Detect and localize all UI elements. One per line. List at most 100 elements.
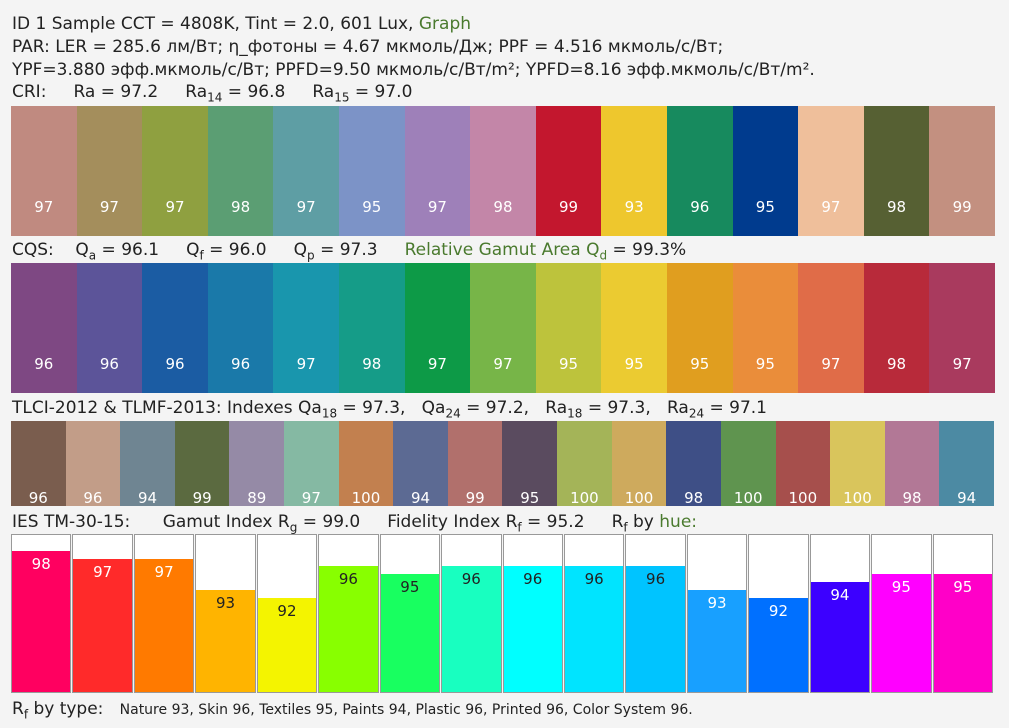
tlci-swatch: 100 [611,421,667,507]
cqs-value-label: 97 [493,355,513,373]
cqs-value-label: 96 [99,355,119,373]
cri-value-label: 99 [952,198,972,216]
cqs-swatch: 95 [601,263,667,393]
cqs-label: CQS: [12,240,54,260]
cri-swatch: 99 [929,106,995,236]
rf-hue-bin: 95 [932,534,993,693]
par-line: PAR: LER = 285.6 лм/Вт; η_фотоны = 4.67 … [12,37,724,57]
cri-value-label: 98 [493,198,513,216]
tlci-swatch: 99 [447,421,503,507]
rf-hue-bar: 96 [503,566,562,692]
rf-hue-bar: 96 [442,566,501,692]
id-line: ID 1 Sample CCT = 4808K, Tint = 2.0, 601… [12,14,471,34]
rf-hue-bar: 96 [564,566,624,692]
tlci-value-label: 100 [843,489,872,507]
ies-label: IES TM-30-15: [12,512,131,532]
tlci-swatch: 96 [11,421,66,507]
cri-value-label: 93 [624,198,644,216]
rf-hue-value-label: 96 [523,570,543,589]
ypf-line: YPF=3.880 эфф.мкмоль/с/Вт; PPFD=9.50 мкм… [12,60,815,80]
by-type-label: by type: [28,699,104,719]
rf-hue-value-label: 94 [830,586,850,605]
rf-hue-bar: 97 [134,558,194,692]
tlci-swatch: 94 [939,421,994,507]
cqs-swatch: 97 [798,263,864,393]
cri-line: CRI: Ra = 97.2 Ra14 = 96.8 Ra15 = 97.0 [12,82,412,107]
id-text: ID 1 Sample CCT = 4808K, Tint = 2.0, 601… [12,14,414,34]
cqs-line: CQS: Qa = 96.1 Qf = 96.0 Qp = 97.3 Relat… [12,240,686,265]
cqs-qp: Qp = 97.3 [293,240,378,263]
tlci-swatch-strip: 96 96 94 99 89 97 100 94 99 95 100 100 98 100 100 100 98… [11,421,994,507]
tlci-value-label: 100 [733,489,763,507]
cri-swatch: 98 [863,106,930,236]
tlci-value-label: 96 [83,489,103,507]
tlci-qa18: Qa18 = 97.3, [298,398,406,421]
rf-hue-value-label: 96 [646,570,666,589]
tlci-value-label: 94 [411,489,431,507]
cri-swatch: 97 [142,106,208,236]
cri-value-label: 97 [821,198,841,216]
cqs-swatch: 96 [11,263,77,393]
tlci-swatch: 94 [120,421,175,507]
rf-hue-value-label: 96 [584,570,604,589]
rf-hue-value-label: 95 [400,578,420,597]
cri-value-label: 97 [427,198,447,216]
rf-hue-value-label: 92 [768,601,789,620]
cqs-value-label: 95 [559,355,579,373]
cqs-gamut[interactable]: Relative Gamut Area Qd = 99.3% [404,240,687,263]
tlci-value-label: 94 [137,489,158,507]
tlci-swatch: 95 [502,421,558,507]
tlci-value-label: 100 [788,489,818,507]
ies-rf-hue: Rf by hue: [611,512,698,535]
tlci-qa24: Qa24 = 97.2, [421,398,530,421]
rf-hue-bin: 96 [502,534,563,693]
cri-swatch: 97 [11,106,77,236]
tlci-value-label: 100 [351,489,381,507]
cri-swatch: 99 [535,106,602,236]
rf-hue-bin: 96 [625,534,686,693]
cri-ra15: Ra15 = 97.0 [312,82,413,105]
cri-value-label: 96 [690,198,710,216]
cqs-swatch: 98 [863,263,930,393]
tlci-label: TLCI-2012 & TLMF-2013: Indexes [12,398,299,418]
rf-hue-value-label: 93 [707,593,727,612]
rf-hue-bin: 98 [11,534,72,693]
tlci-swatch: 100 [775,421,831,507]
tlci-swatch: 98 [666,421,721,507]
cqs-value-label: 97 [296,355,316,373]
rf-hue-bar: 95 [933,574,992,692]
ies-rg: Gamut Index Rg = 99.0 [162,512,361,535]
tlci-swatch: 100 [338,421,394,507]
rf-hue-bin: 93 [195,534,256,693]
cri-value-label: 97 [99,198,119,216]
cqs-swatch: 96 [76,263,143,393]
tlci-swatch: 96 [65,421,121,507]
cqs-value-label: 98 [362,355,382,373]
cri-swatch: 96 [666,106,733,236]
cri-swatch: 98 [207,106,274,236]
hue-link[interactable]: hue: [659,512,698,532]
tlci-value-label: 98 [902,489,922,507]
rf-hue-bin: 95 [871,534,932,693]
rf-hue-bin: 96 [441,534,502,693]
cri-swatch: 97 [273,106,339,236]
cqs-swatch: 96 [207,263,274,393]
cqs-value-label: 97 [821,355,841,373]
graph-link[interactable]: Graph [418,14,472,34]
rf-hue-bar: 92 [257,597,317,692]
tlci-value-label: 100 [570,489,599,507]
rf-hue-value-label: 95 [891,578,911,597]
rf-hue-bar: 92 [749,597,808,692]
rf-hue-value-label: 98 [31,554,51,573]
cqs-swatch: 95 [732,263,799,393]
rf-hue-value-label: 97 [154,562,174,581]
cqs-swatch-strip: 96 96 96 96 97 98 97 97 95 95 95 95 97 98 97 [11,263,995,393]
rf-by-hue-chart: 98 97 97 93 92 96 95 96 96 96 96 93 92 94 95 95 [11,534,994,693]
rf-hue-bin: 97 [72,534,133,693]
rf-by-type: Rf by type: Nature 93, Skin 96, Textiles… [12,699,693,722]
tlci-value-label: 100 [624,489,654,507]
rf-hue-bar: 93 [196,589,255,692]
cri-value-label: 98 [231,198,251,216]
rf-hue-value-label: 96 [461,570,481,589]
tlci-swatch: 100 [720,421,776,507]
